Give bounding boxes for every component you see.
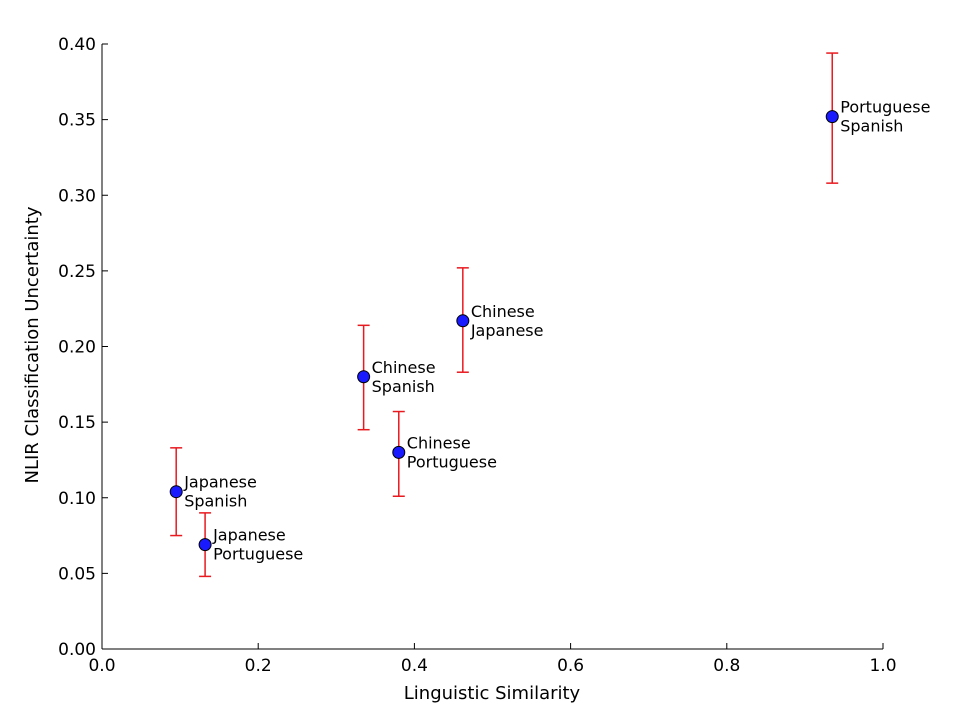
y-tick-label: 0.35	[58, 111, 96, 131]
data-label-line: Portuguese	[840, 98, 930, 117]
data-label: Japanese Spanish	[183, 473, 257, 511]
axes: 0.0 0.2 0.4 0.6 0.8 1.0 0.00 0.05 0.10 0.15 0.20 0.…	[58, 35, 896, 676]
y-tick-label: 0.25	[58, 262, 96, 282]
x-tick-label: 0.8	[713, 656, 740, 676]
data-label-line: Chinese	[372, 358, 436, 377]
data-point-group: Chinese Spanish	[357, 324, 436, 431]
y-tick-label: 0.30	[58, 186, 96, 206]
data-label: Portuguese Spanish	[840, 98, 930, 136]
x-tick-label: 0.4	[401, 656, 428, 676]
data-label-line: Japanese	[470, 321, 544, 340]
data-label-line: Portuguese	[407, 452, 497, 471]
x-tick-label: 0.2	[245, 656, 272, 676]
y-tick-label: 0.15	[58, 413, 96, 433]
data-label-line: Japanese	[183, 473, 257, 492]
y-axis-label: NLIR Classification Uncertainty	[22, 206, 43, 483]
data-point	[456, 314, 470, 328]
data-label-line: Japanese	[212, 526, 286, 545]
data-point	[198, 538, 212, 552]
data-label: Chinese Portuguese	[407, 433, 497, 471]
data-point-group: Chinese Portuguese	[392, 410, 497, 497]
x-tick-label: 0.0	[88, 656, 115, 676]
y-tick-label: 0.05	[58, 564, 96, 584]
data-label-line: Portuguese	[213, 545, 303, 564]
data-label: Chinese Spanish	[372, 358, 436, 396]
y-tick-label: 0.20	[58, 338, 96, 358]
data-label-line: Spanish	[840, 117, 903, 136]
y-tick-label: 0.00	[58, 640, 96, 660]
data-point	[825, 110, 839, 124]
data-label-line: Chinese	[471, 302, 535, 321]
x-axis-label: Linguistic Similarity	[404, 683, 581, 704]
data-point-group: Japanese Spanish	[169, 447, 257, 537]
data-point	[169, 485, 183, 499]
data-label-line: Spanish	[184, 492, 247, 511]
data-label: Japanese Portuguese	[212, 526, 303, 564]
data-label: Chinese Japanese	[470, 302, 544, 340]
y-tick-label: 0.40	[58, 35, 96, 55]
data-point-group: Portuguese Spanish	[825, 52, 930, 184]
x-tick-label: 1.0	[869, 656, 896, 676]
y-tick-label: 0.10	[58, 489, 96, 509]
data-point	[392, 445, 406, 459]
data-label-line: Spanish	[372, 377, 435, 396]
x-tick-label: 0.6	[557, 656, 584, 676]
data-point	[357, 370, 371, 384]
data-point-group: Japanese Portuguese	[198, 512, 303, 578]
data-point-group: Chinese Japanese	[456, 267, 544, 373]
data-label-line: Chinese	[407, 433, 471, 452]
